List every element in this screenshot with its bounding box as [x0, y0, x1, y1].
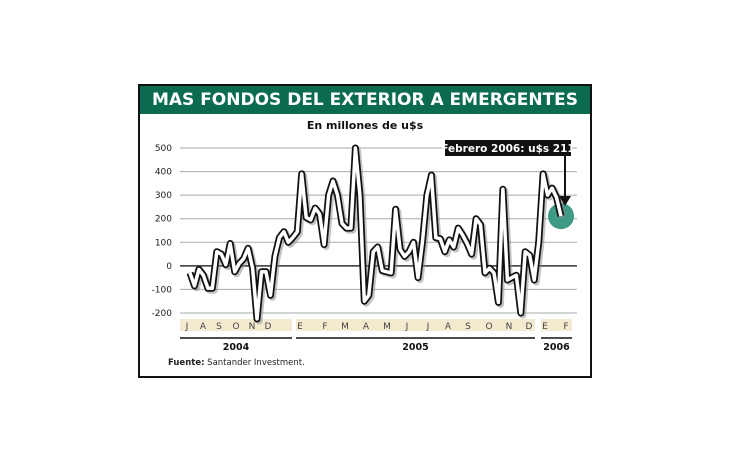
chart-frame: MAS FONDOS DEL EXTERIOR A EMERGENTES En …	[138, 84, 592, 378]
annotation-text: Febrero 2006: u$s 211	[441, 143, 574, 155]
month-label: S	[465, 322, 471, 332]
month-label: D	[526, 322, 533, 332]
y-tick-label: 500	[155, 144, 172, 154]
month-label: N	[506, 322, 513, 332]
month-label: A	[200, 322, 207, 332]
month-label: E	[297, 322, 303, 332]
month-label: D	[265, 322, 272, 332]
year-label: 2005	[402, 342, 428, 353]
month-label: O	[232, 322, 239, 332]
month-band	[541, 319, 572, 331]
chart-subtitle: En millones de u$s	[306, 119, 424, 132]
month-label: O	[485, 322, 492, 332]
month-band	[296, 319, 535, 331]
y-tick-label: -100	[152, 285, 173, 295]
month-band	[180, 319, 292, 331]
month-label: F	[322, 322, 327, 332]
month-label: M	[383, 322, 391, 332]
month-label: M	[341, 322, 349, 332]
chart-title: MAS FONDOS DEL EXTERIOR A EMERGENTES	[140, 86, 590, 114]
y-tick-label: -200	[152, 309, 173, 319]
month-label: E	[542, 322, 548, 332]
y-tick-label: 300	[155, 191, 172, 201]
source-note: Fuente: Santander Investment.	[168, 358, 305, 368]
month-label: S	[216, 322, 222, 332]
month-label: A	[363, 322, 370, 332]
arrow-head-icon	[559, 196, 571, 206]
source-text: Santander Investment.	[204, 358, 305, 368]
series-line	[188, 146, 563, 321]
month-label: N	[249, 322, 256, 332]
year-label: 2006	[543, 342, 570, 353]
month-label: F	[563, 322, 568, 332]
month-label: J	[426, 322, 430, 332]
month-label: A	[445, 322, 452, 332]
source-label: Fuente:	[168, 358, 205, 368]
y-tick-label: 400	[155, 168, 172, 178]
y-tick-label: 100	[155, 238, 172, 248]
annotation-box	[445, 140, 571, 156]
y-tick-label: 0	[166, 262, 172, 272]
y-tick-label: 200	[155, 215, 172, 225]
year-label: 2004	[223, 342, 250, 353]
month-label: J	[185, 322, 189, 332]
month-label: J	[405, 322, 409, 332]
